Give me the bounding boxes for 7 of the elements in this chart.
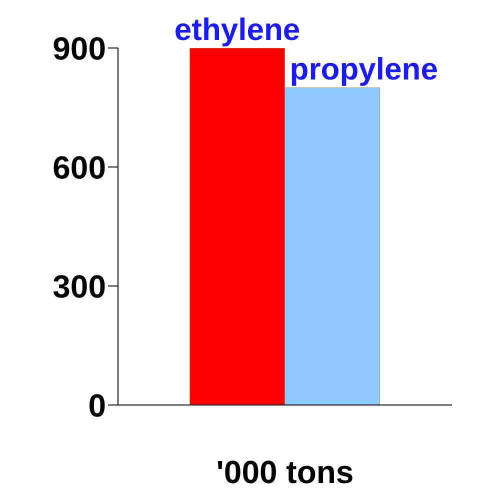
series-label: ethylene — [174, 12, 300, 47]
series-label: propylene — [290, 52, 438, 87]
y-tick-label: 300 — [52, 268, 106, 304]
y-tick-label: 600 — [52, 149, 106, 186]
y-tick-label: 900 — [52, 30, 106, 66]
x-axis-title: '000 tons — [216, 454, 354, 489]
y-tick-label: 0 — [88, 387, 106, 424]
